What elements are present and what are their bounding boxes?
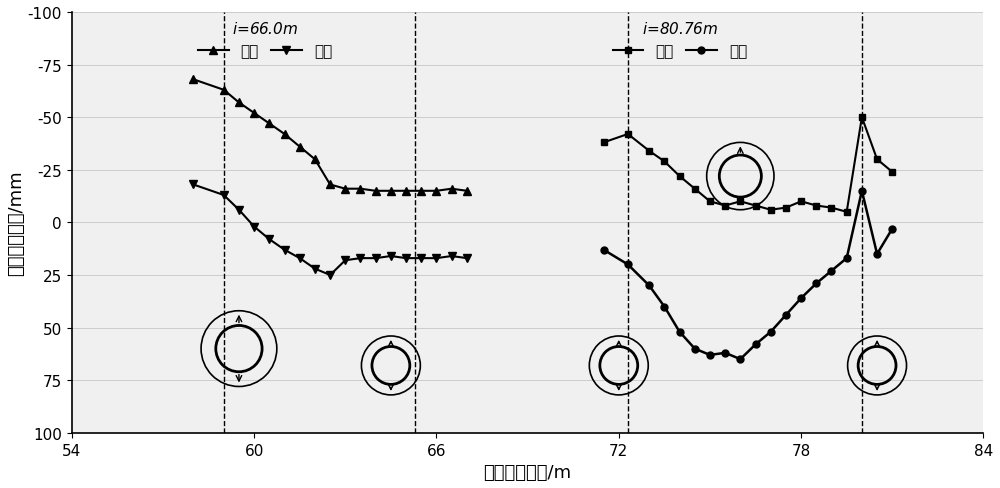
X-axis label: 距始发端距离/m: 距始发端距离/m [484, 463, 572, 481]
Legend: 拱底, 拱顶: 拱底, 拱顶 [613, 20, 747, 59]
Y-axis label: 机土相对位移/mm: 机土相对位移/mm [7, 170, 25, 276]
